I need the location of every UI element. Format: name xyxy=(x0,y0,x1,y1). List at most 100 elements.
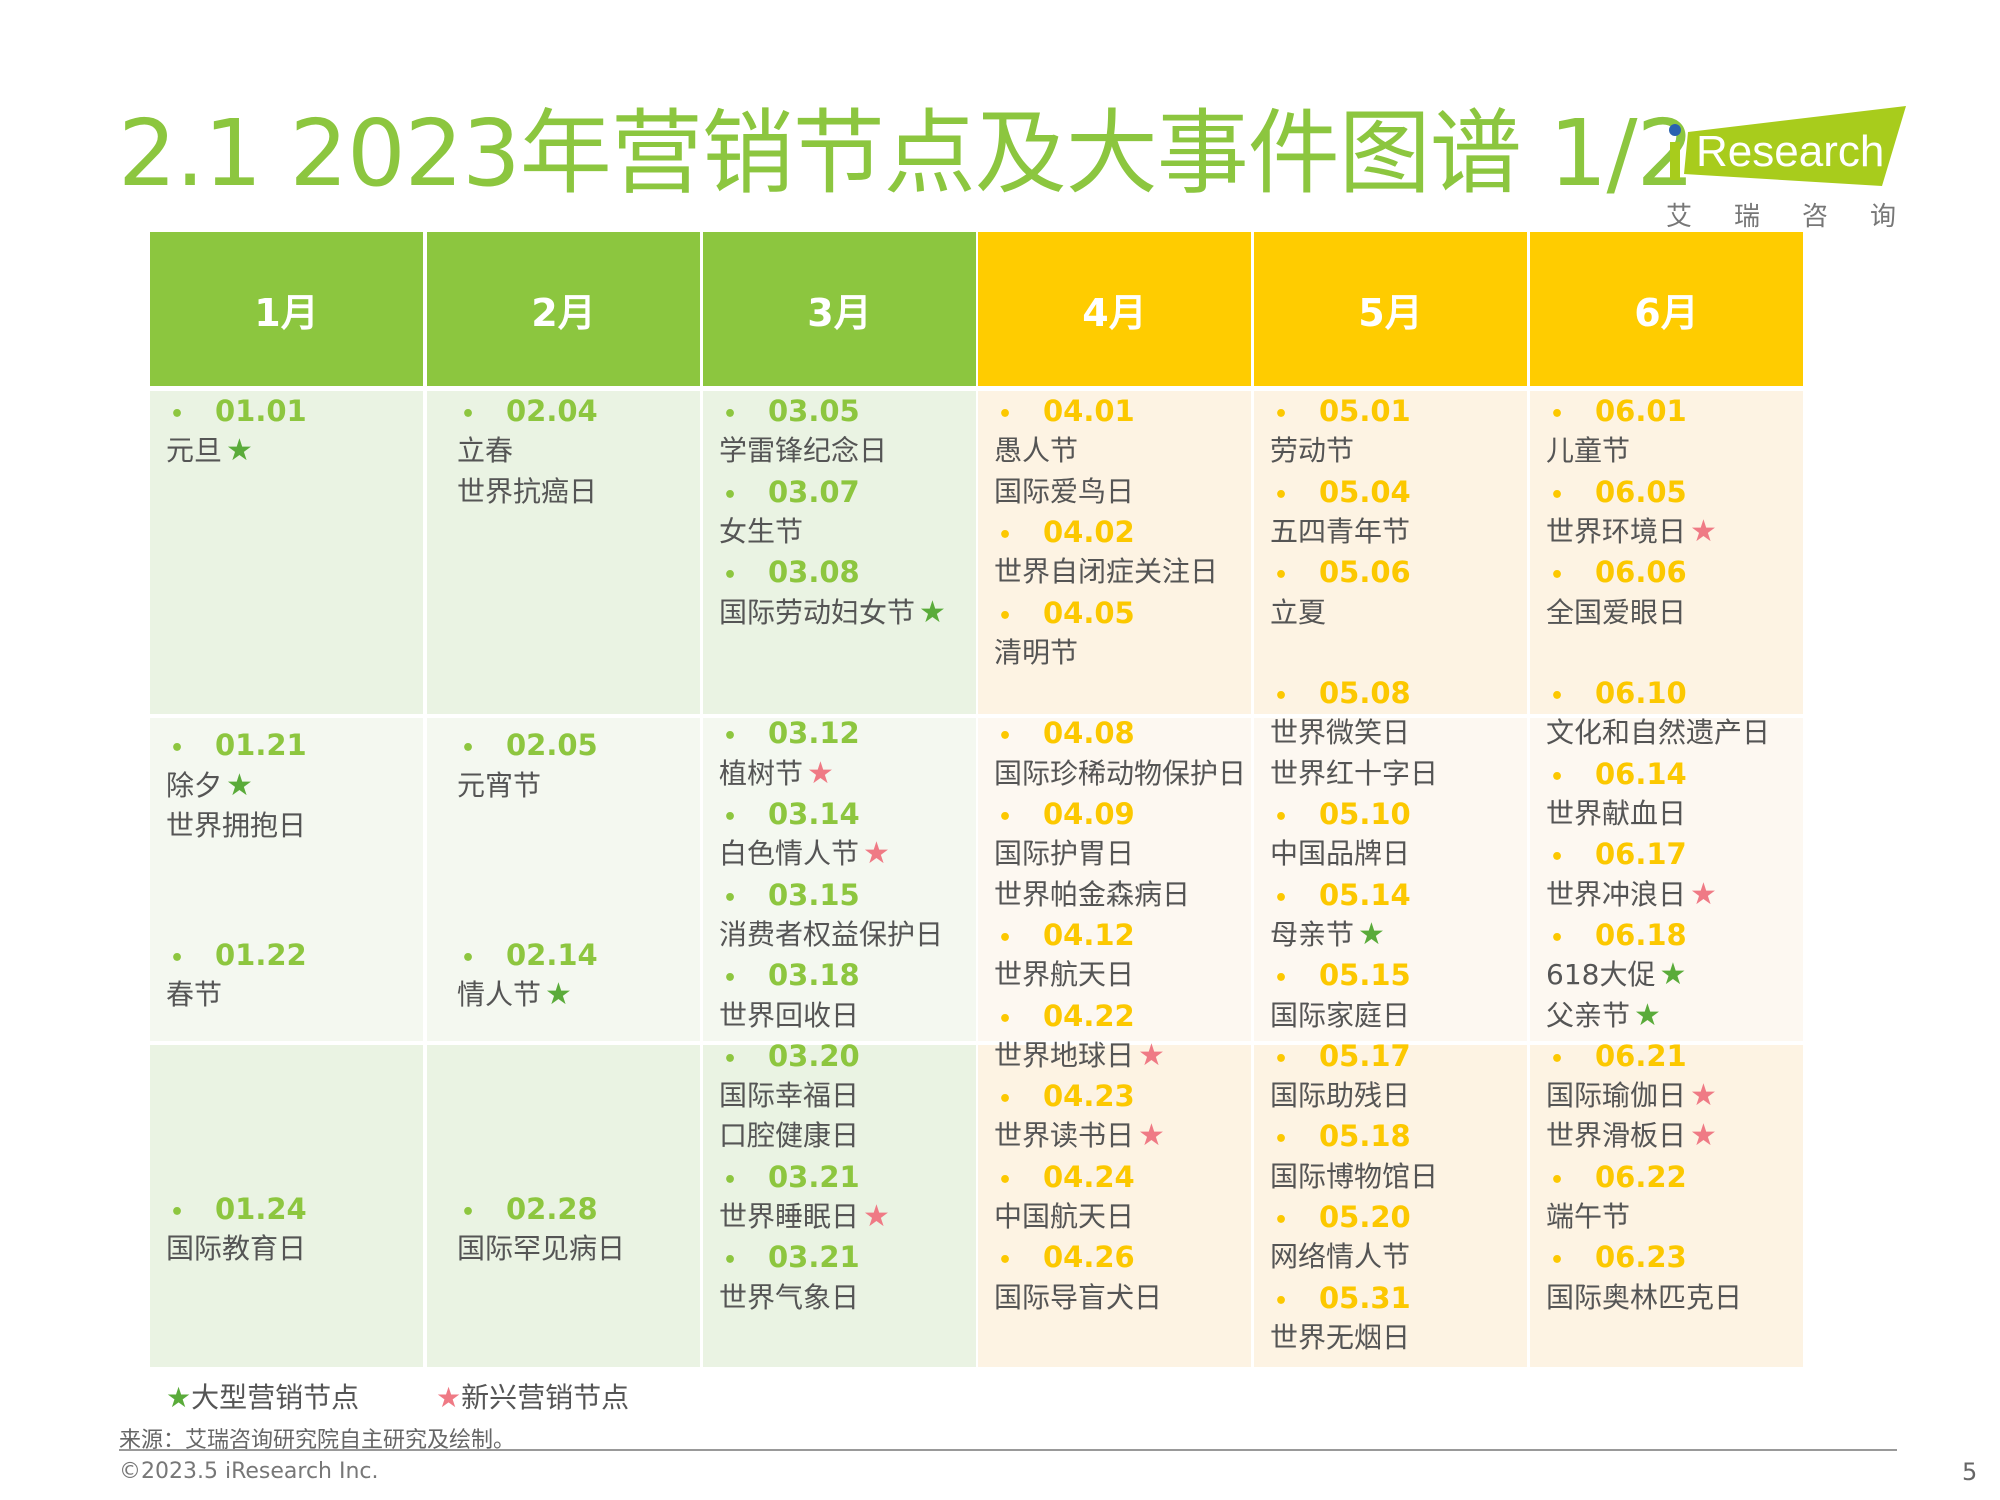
month-column: 2月 • 02.04 立春 世界抗癌日 • 02.05 元宵节 • 02.14 情人节 ★ • 02.28… xyxy=(427,232,700,1367)
date-text: 02.28 xyxy=(506,1191,598,1226)
event-date: • 04.09 xyxy=(998,794,1135,834)
event-item: 世界拥抱日 xyxy=(166,806,306,846)
date-text: 06.21 xyxy=(1595,1038,1687,1073)
date-text: 02.14 xyxy=(506,938,598,973)
event-name: 劳动节 xyxy=(1270,434,1355,468)
page-title: 2.1 2023年营销节点及大事件图谱 1/2 xyxy=(118,100,1695,207)
event-date: • 06.14 xyxy=(1550,754,1687,794)
pink-star-icon: ★ xyxy=(1138,1037,1165,1073)
table-cell xyxy=(1254,1045,1527,1367)
event-name: 618大促 xyxy=(1546,958,1656,992)
date-text: 04.05 xyxy=(1043,595,1135,630)
date-text: 03.21 xyxy=(768,1159,860,1194)
event-item: 世界自闭症关注日 xyxy=(994,552,1218,592)
event-name: 中国航天日 xyxy=(994,1200,1135,1233)
event-item: 国际爱鸟日 xyxy=(994,472,1134,512)
date-text: 01.22 xyxy=(215,938,307,973)
event-item: 国际助残日 xyxy=(1270,1076,1410,1116)
event-date: • 04.08 xyxy=(998,713,1135,753)
event-item: 国际博物馆日 xyxy=(1270,1157,1438,1197)
bullet-icon: • xyxy=(461,946,476,972)
event-name: 国际爱鸟日 xyxy=(994,474,1135,508)
event-item: 父亲节 ★ xyxy=(1546,996,1661,1036)
event-name: 除夕 xyxy=(166,768,223,802)
table-cell xyxy=(427,391,700,714)
event-date: • 03.12 xyxy=(723,713,860,753)
table-cell xyxy=(1530,391,1803,714)
bullet-icon: • xyxy=(1274,563,1289,589)
event-item: 女生节 xyxy=(719,512,803,552)
table-cell xyxy=(1530,1045,1803,1367)
event-item: 中国品牌日 xyxy=(1270,834,1410,874)
event-date: • 04.22 xyxy=(998,996,1135,1036)
event-name: 女生节 xyxy=(719,514,804,548)
bullet-icon: • xyxy=(998,402,1013,427)
date-text: 04.01 xyxy=(1043,394,1135,428)
bullet-icon: • xyxy=(723,402,738,427)
pink-star-icon: ★ xyxy=(807,755,834,791)
bullet-icon: • xyxy=(1550,845,1565,871)
event-name: 国际护胃日 xyxy=(994,837,1135,871)
date-text: 02.04 xyxy=(506,394,598,428)
event-date: • 06.21 xyxy=(1550,1036,1687,1076)
event-item: 元旦 ★ xyxy=(166,431,253,471)
event-name: 植树节 xyxy=(719,756,804,790)
event-name: 国际罕见病日 xyxy=(457,1232,626,1266)
bullet-icon: • xyxy=(998,1006,1013,1032)
month-header: 4月 xyxy=(978,232,1251,386)
event-item: 世界气象日 xyxy=(719,1278,859,1318)
bullet-icon: • xyxy=(1274,1127,1289,1153)
event-name: 国际家庭日 xyxy=(1270,998,1411,1032)
date-text: 06.05 xyxy=(1595,474,1687,509)
event-date: • 05.08 xyxy=(1274,673,1411,713)
month-column: 3月 • 03.05 学雷锋纪念日 • 03.07 女生节 • 03.08 国际劳动妇女节 ★ • 03… xyxy=(703,232,976,1367)
bullet-icon: • xyxy=(1274,482,1289,508)
date-text: 06.17 xyxy=(1595,837,1687,872)
table-cell xyxy=(978,718,1251,1041)
green-star-icon: ★ xyxy=(166,1381,192,1414)
event-item: 国际家庭日 xyxy=(1270,996,1410,1036)
page-number: 5 xyxy=(1962,1458,1978,1486)
event-date: • 04.12 xyxy=(998,915,1135,955)
event-item: 世界帕金森病日 xyxy=(994,875,1190,915)
event-item: 世界无烟日 xyxy=(1270,1318,1410,1358)
bullet-icon: • xyxy=(723,885,738,911)
bullet-icon: • xyxy=(998,603,1013,629)
event-name: 世界无烟日 xyxy=(1270,1320,1411,1354)
iresearch-logo: Research xyxy=(1660,104,1910,224)
bullet-icon: • xyxy=(1550,764,1565,790)
bullet-icon: • xyxy=(723,724,738,750)
event-item: 世界读书日 ★ xyxy=(994,1116,1165,1156)
event-date: • 06.22 xyxy=(1550,1157,1687,1197)
date-text: 02.05 xyxy=(506,728,598,763)
date-text: 03.05 xyxy=(768,394,860,428)
event-name: 消费者权益保护日 xyxy=(719,917,944,951)
table-cell xyxy=(703,1045,976,1367)
date-text: 03.21 xyxy=(768,1240,860,1275)
event-date: • 04.02 xyxy=(998,512,1135,552)
date-text: 04.22 xyxy=(1043,998,1135,1033)
legend-major: ★大型营销节点 xyxy=(166,1376,359,1416)
event-date: • 06.10 xyxy=(1550,673,1687,713)
event-date: • 02.05 xyxy=(461,725,598,765)
event-name: 世界献血日 xyxy=(1546,797,1687,830)
event-item: 国际珍稀动物保护日 xyxy=(994,754,1246,794)
date-text: 05.10 xyxy=(1319,797,1411,831)
date-text: 05.08 xyxy=(1319,676,1411,711)
event-date: • 03.20 xyxy=(723,1036,860,1076)
event-date: • 03.08 xyxy=(723,552,860,592)
event-item: 世界回收日 xyxy=(719,996,859,1036)
bullet-icon: • xyxy=(723,563,738,589)
date-text: 06.10 xyxy=(1595,676,1687,711)
event-date: • 04.01 xyxy=(998,391,1135,431)
event-name: 世界冲浪日 xyxy=(1546,877,1687,911)
pink-star-icon: ★ xyxy=(1138,1118,1165,1154)
bullet-icon: • xyxy=(1274,402,1289,427)
event-name: 世界微笑日 xyxy=(1270,716,1411,750)
date-text: 04.02 xyxy=(1043,514,1135,549)
event-name: 元宵节 xyxy=(457,768,542,802)
bullet-icon: • xyxy=(723,805,738,830)
bullet-icon: • xyxy=(723,1167,738,1193)
event-name: 中国品牌日 xyxy=(1270,837,1411,871)
event-item: 消费者权益保护日 xyxy=(719,915,943,955)
